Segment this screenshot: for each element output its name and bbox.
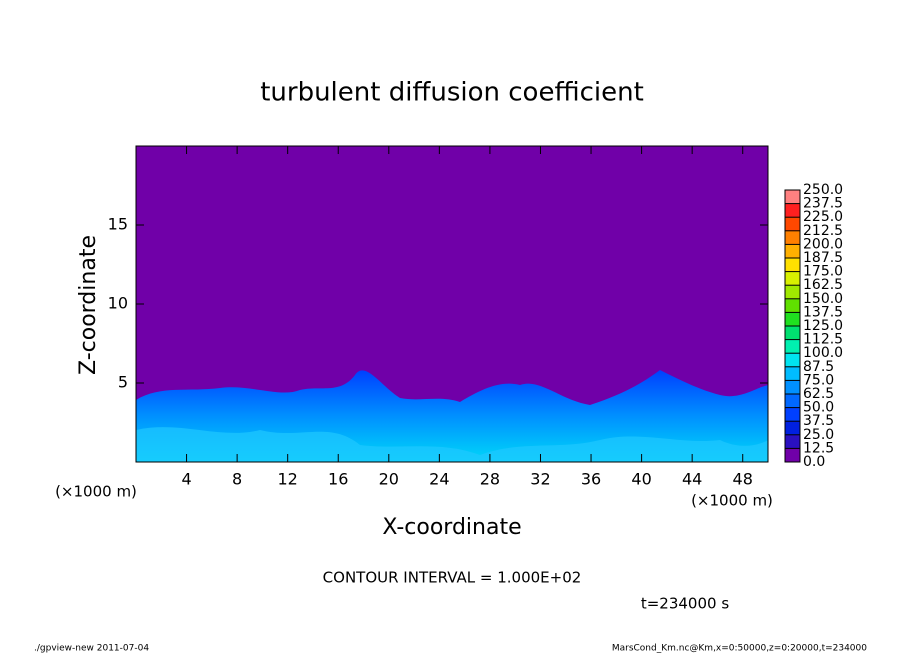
x-tick-label: 36 [581, 470, 601, 489]
colorbar-label: 0.0 [803, 454, 825, 470]
footer-left: ./gpview-new 2011-07-04 [34, 644, 149, 654]
x-tick-label: 4 [181, 470, 191, 489]
colorbar-cell [785, 394, 800, 408]
x-tick-label: 16 [328, 470, 348, 489]
x-tick-label: 20 [379, 470, 399, 489]
colorbar-label: 175.0 [803, 264, 843, 280]
colorbar-label: 100.0 [803, 345, 843, 361]
x-tick-label: 12 [278, 470, 298, 489]
colorbar-label: 187.5 [803, 250, 843, 266]
colorbar-label: 12.5 [803, 440, 834, 456]
y-tick-label: 10 [108, 294, 128, 313]
colorbar-label: 200.0 [803, 236, 843, 252]
colorbar-label: 225.0 [803, 209, 843, 225]
colorbar-cell [785, 407, 800, 422]
colorbar-label: 87.5 [803, 359, 834, 375]
colorbar-cell [785, 366, 800, 381]
colorbar-cell [785, 217, 800, 231]
colorbar-cell [785, 326, 800, 340]
colorbar-label: 125.0 [803, 318, 843, 334]
plot-area [135, 145, 769, 463]
y-axis-label: Z-coordinate [76, 235, 101, 375]
colorbar-cell [785, 312, 800, 326]
footer-right: MarsCond_Km.nc@Km,x=0:50000,z=0:20000,t=… [612, 644, 867, 654]
x-tick-label: 8 [232, 470, 242, 489]
x-tick-label: 44 [682, 470, 702, 489]
colorbar-cell [785, 380, 800, 394]
colorbar-cell [785, 285, 800, 299]
y-tick-label: 15 [108, 215, 128, 234]
colorbar-cell [785, 258, 800, 272]
colorbar-cell [785, 421, 800, 435]
colorbar-label: 62.5 [803, 386, 834, 402]
colorbar-cell [785, 230, 800, 245]
colorbar-cell [785, 298, 800, 313]
y-tick-label: 5 [118, 373, 128, 392]
colorbar-label: 162.5 [803, 277, 843, 293]
colorbar-label: 150.0 [803, 291, 843, 307]
colorbar-label: 137.5 [803, 304, 843, 320]
colorbar-cell [785, 271, 800, 286]
colorbar-label: 37.5 [803, 413, 834, 429]
colorbar-label: 112.5 [803, 332, 843, 348]
colorbar-cell [785, 190, 800, 204]
colorbar-cell [785, 244, 800, 258]
colorbar-label: 250.0 [803, 182, 843, 198]
x-unit-label: (×1000 m) [691, 492, 773, 510]
colorbar-cell [785, 339, 800, 354]
colorbar-label: 25.0 [803, 427, 834, 443]
chart-title: turbulent diffusion coefficient [260, 78, 644, 108]
contour-interval: CONTOUR INTERVAL = 1.000E+02 [323, 569, 582, 587]
colorbar-label: 237.5 [803, 196, 843, 212]
x-tick-label: 24 [429, 470, 449, 489]
field-turbulent-core [136, 427, 768, 462]
y-unit-label: (×1000 m) [55, 483, 137, 501]
colorbar-cell [785, 203, 800, 218]
x-tick-label: 28 [480, 470, 500, 489]
x-tick-label: 32 [530, 470, 550, 489]
time-label: t=234000 s [641, 595, 729, 613]
colorbar-label: 212.5 [803, 223, 843, 239]
colorbar-label: 50.0 [803, 400, 834, 416]
x-tick-label: 48 [733, 470, 753, 489]
colorbar-cell [785, 353, 800, 367]
colorbar-cell [785, 448, 800, 462]
colorbar-label: 75.0 [803, 372, 834, 388]
x-axis-label: X-coordinate [382, 515, 521, 540]
x-tick-label: 40 [631, 470, 651, 489]
colorbar-cell [785, 434, 800, 449]
